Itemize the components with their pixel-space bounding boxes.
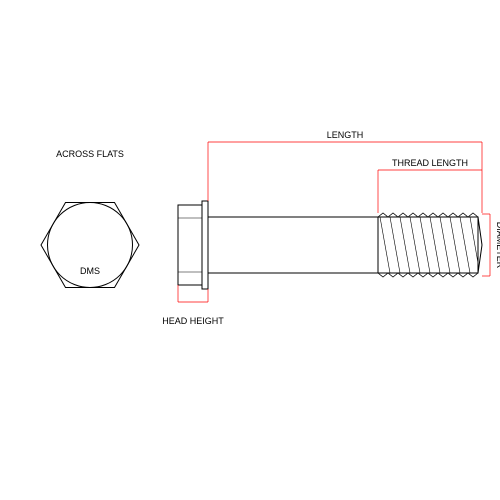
dms-label: DMS bbox=[80, 266, 100, 276]
across-flats-label: ACROSS FLATS bbox=[56, 149, 124, 159]
head-height-label: HEAD HEIGHT bbox=[162, 316, 224, 326]
bolt-side-view bbox=[178, 201, 482, 289]
bolt-diagram: ACROSS FLATS DMS bbox=[0, 0, 500, 500]
length-label: LENGTH bbox=[327, 130, 364, 140]
head-front-view: ACROSS FLATS DMS bbox=[41, 149, 139, 288]
diameter-label: DIAMETER bbox=[495, 222, 500, 269]
thread-length-label: THREAD LENGTH bbox=[392, 158, 468, 168]
thread-region bbox=[378, 213, 482, 277]
